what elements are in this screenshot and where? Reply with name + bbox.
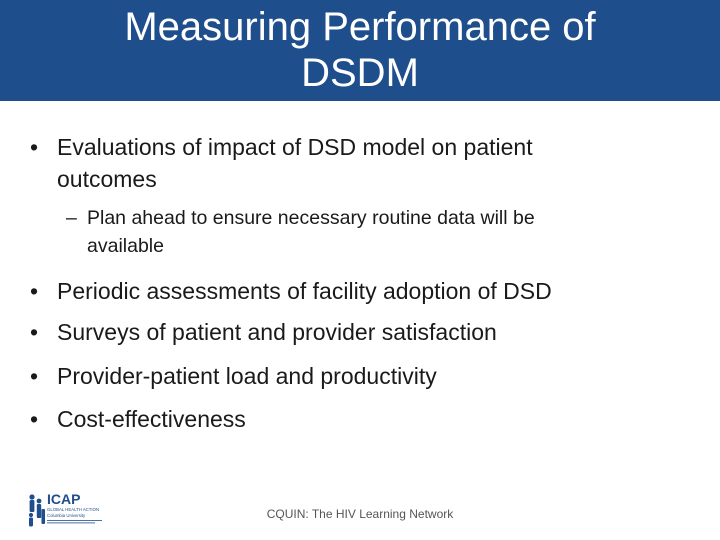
icap-logo: ICAP GLOBAL HEALTH ACTION Columbia Unive… — [24, 490, 108, 530]
title-bar: Measuring Performance of DSDM — [0, 0, 720, 101]
bullet-marker: • — [30, 406, 39, 432]
sub-bullet-marker: – — [66, 207, 77, 229]
title-line-1: Measuring Performance of — [124, 5, 596, 49]
logo-wordmark: ICAP — [47, 491, 80, 507]
people-figures-icon: ICAP GLOBAL HEALTH ACTION Columbia Unive… — [28, 491, 102, 527]
bullet-text: Periodic assessments of facility adoptio… — [57, 278, 552, 304]
bullet-marker: • — [30, 134, 39, 160]
slide-title: Measuring Performance of DSDM — [0, 4, 720, 96]
logo-affiliation: Columbia University — [47, 513, 86, 518]
bullet-text: Cost-effectiveness — [57, 406, 246, 432]
title-line-2: DSDM — [301, 51, 419, 95]
bullet-text: Provider-patient load and productivity — [57, 363, 437, 389]
footer-text: CQUIN: The HIV Learning Network — [266, 507, 454, 521]
bullet-marker: • — [30, 319, 39, 345]
bullet-text: Evaluations of impact of DSD model on pa… — [57, 134, 533, 160]
bullet-marker: • — [30, 278, 39, 304]
bullet-list: • Evaluations of impact of DSD model on … — [30, 134, 552, 432]
logo-tagline: GLOBAL HEALTH ACTION — [47, 507, 99, 512]
bullet-marker: • — [30, 363, 39, 389]
sub-bullet-text: Plan ahead to ensure necessary routine d… — [87, 207, 535, 229]
sub-bullet-text-continued: available — [87, 235, 164, 257]
bullet-text: Surveys of patient and provider satisfac… — [57, 319, 497, 345]
bullet-text-continued: outcomes — [57, 166, 157, 192]
